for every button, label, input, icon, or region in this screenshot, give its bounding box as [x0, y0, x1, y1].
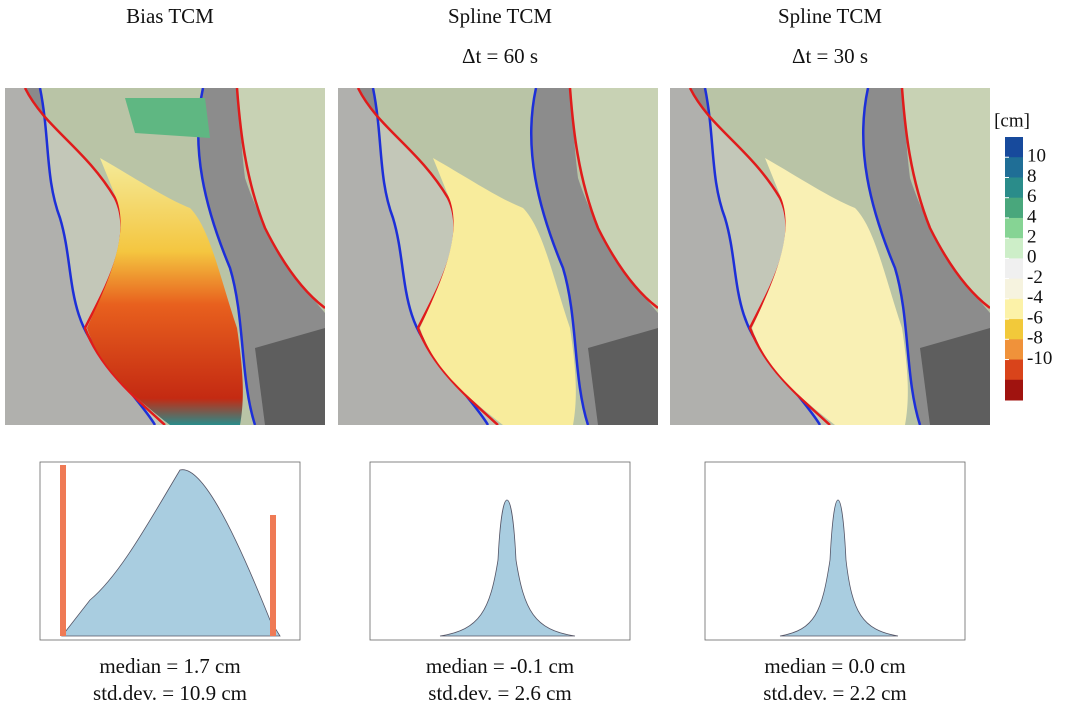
colorbar-band: [1005, 137, 1023, 158]
colorbar-band: [1005, 360, 1023, 381]
colorbar-label: 2: [1027, 227, 1037, 248]
colorbar-label: 0: [1027, 247, 1037, 268]
caption: median = 0.0 cm: [764, 654, 905, 678]
histogram: [370, 462, 630, 640]
caption: std.dev. = 10.9 cm: [93, 681, 247, 705]
histogram: [40, 462, 300, 640]
colorbar-label: 8: [1027, 166, 1037, 187]
colorbar-label: -4: [1027, 287, 1043, 308]
map: [670, 88, 990, 425]
figure: Bias TCM Spline TCM Δt = 60 s Spline TCM…: [0, 0, 1071, 715]
colorbar-band: [1005, 238, 1023, 259]
column-title: Bias TCM: [126, 4, 214, 28]
colorbar-band: [1005, 157, 1023, 178]
colorbar-band: [1005, 218, 1023, 239]
map: [5, 88, 325, 425]
map: [338, 88, 658, 425]
colorbar-band: [1005, 319, 1023, 340]
colorbar-label: -2: [1027, 267, 1043, 288]
colorbar-band: [1005, 279, 1023, 300]
colorbar-band: [1005, 380, 1023, 401]
colorbar-unit: [cm]: [994, 110, 1030, 131]
colorbar-label: 6: [1027, 186, 1037, 207]
colorbar-label: 10: [1027, 146, 1046, 167]
colorbar-band: [1005, 299, 1023, 320]
caption: median = -0.1 cm: [426, 654, 574, 678]
colorbar-label: -10: [1027, 348, 1052, 369]
histogram: [705, 462, 965, 640]
figure-canvas: Bias TCM Spline TCM Δt = 60 s Spline TCM…: [0, 0, 1071, 715]
colorbar-band: [1005, 258, 1023, 279]
caption: std.dev. = 2.2 cm: [763, 681, 906, 705]
colorbar-band: [1005, 198, 1023, 219]
column-subtitle: Δt = 30 s: [792, 44, 868, 68]
colorbar-band: [1005, 177, 1023, 198]
column-title: Spline TCM: [778, 4, 882, 28]
colorbar-band: [1005, 339, 1023, 360]
caption: std.dev. = 2.6 cm: [428, 681, 571, 705]
column-title: Spline TCM: [448, 4, 552, 28]
colorbar-label: -8: [1027, 328, 1043, 349]
column-subtitle: Δt = 60 s: [462, 44, 538, 68]
colorbar-label: -6: [1027, 307, 1043, 328]
caption: median = 1.7 cm: [99, 654, 240, 678]
colorbar-label: 4: [1027, 206, 1037, 227]
